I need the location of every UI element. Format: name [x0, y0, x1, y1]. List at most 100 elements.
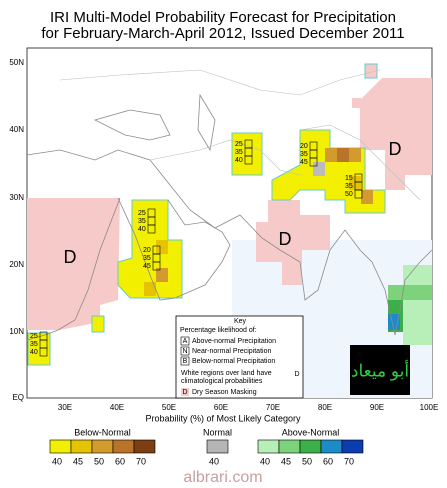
- above-normal: [388, 285, 432, 300]
- prob-label: 25: [30, 333, 38, 340]
- colorbar-swatch: [49, 439, 72, 454]
- dry-mask: [27, 198, 120, 330]
- prob-label: 35: [138, 218, 146, 225]
- colorbar-swatch: [320, 439, 343, 454]
- prob-label: 45: [143, 263, 151, 270]
- cell: [156, 268, 168, 282]
- prob-label: 15: [345, 175, 353, 182]
- key-letter: B: [183, 358, 188, 365]
- key-note: White regions over land have: [181, 370, 272, 377]
- logo-text: أبو ميعاد: [351, 359, 409, 381]
- lon-label: 90E: [370, 403, 384, 412]
- key-box: [175, 315, 304, 399]
- coastline: [26, 197, 231, 341]
- key-letter-box: [180, 346, 190, 356]
- lat-label: 20N: [9, 260, 24, 269]
- lat-label: 40N: [9, 125, 24, 134]
- colorbar-swatch: [341, 439, 364, 454]
- key-letter: N: [182, 348, 187, 355]
- key-item: Below-normal Precipitation: [192, 358, 275, 365]
- lon-label: 80E: [318, 403, 332, 412]
- cell: [349, 148, 361, 162]
- colorbar-tick: 60: [115, 456, 125, 466]
- colorbar-swatch: [70, 439, 93, 454]
- key-dry-letter: D: [182, 389, 187, 396]
- colorbar-swatch: [133, 439, 156, 454]
- above-normal: [388, 314, 400, 330]
- colorbar-swatch: [112, 439, 135, 454]
- lon-label: 70E: [266, 403, 280, 412]
- colorbar-tick: 50: [302, 456, 312, 466]
- key-item: Near-normal Precipitation: [192, 348, 271, 355]
- coastline: [93, 93, 216, 152]
- prob-label: 50: [345, 191, 353, 198]
- cell: [361, 190, 373, 204]
- prob-label: 40: [138, 226, 146, 233]
- prob-label: 40: [235, 157, 243, 164]
- lat-label: EQ: [12, 393, 24, 402]
- prob-label: 20: [143, 247, 151, 254]
- prob-label: 25: [235, 141, 243, 148]
- cell: [156, 240, 168, 254]
- coastline: [26, 149, 433, 336]
- colorbar-tick: 70: [344, 456, 354, 466]
- key-letter: A: [183, 338, 188, 345]
- lat-label: 10N: [9, 327, 24, 336]
- key-note: climatological probabilities: [181, 378, 263, 385]
- colorbar-group: Below-Normal: [74, 427, 131, 437]
- lon-label: 100E: [420, 403, 439, 412]
- prob-label: 35: [235, 149, 243, 156]
- dry-mask: [360, 78, 432, 190]
- prob-label: 40: [30, 349, 38, 356]
- above-normal: [403, 300, 432, 345]
- lat-label: 30N: [9, 193, 24, 202]
- lon-label: 40E: [110, 403, 124, 412]
- prob-label: 45: [300, 159, 308, 166]
- colorbar-tick: 60: [323, 456, 333, 466]
- prob-cell: [152, 261, 161, 271]
- below-normal: [91, 315, 105, 333]
- prob-label: 35: [30, 341, 38, 348]
- prob-label: 35: [300, 151, 308, 158]
- dry-label: D: [389, 139, 402, 159]
- below-normal: [27, 332, 51, 366]
- dry-label: D: [279, 229, 292, 249]
- key-dry-text: Dry Season Masking: [192, 389, 257, 396]
- colorbar-tick: 50: [94, 456, 104, 466]
- title: for February-March-April 2012, Issued De…: [41, 25, 404, 42]
- colorbar-group: Above-Normal: [282, 427, 340, 437]
- prob-label: 35: [143, 255, 151, 262]
- colorbar-swatch: [206, 439, 229, 454]
- prob-label: 20: [300, 143, 308, 150]
- above-normal: [403, 265, 432, 285]
- colorbar-tick: 40: [260, 456, 270, 466]
- below-normal: [231, 132, 263, 176]
- dry-label: D: [294, 371, 299, 378]
- key-item: Above-normal Precipitation: [192, 338, 276, 345]
- colorbar-swatch: [278, 439, 301, 454]
- colorbar-tick: 45: [73, 456, 83, 466]
- colorbar-swatch: [257, 439, 280, 454]
- colorbar-group: Normal: [203, 427, 232, 437]
- lon-label: 30E: [58, 403, 72, 412]
- watermark: albrari.com: [183, 469, 262, 486]
- cell: [337, 148, 349, 162]
- colorbar-swatch: [91, 439, 114, 454]
- colorbar-tick: 40: [52, 456, 62, 466]
- colorbar-tick: 40: [209, 456, 219, 466]
- lat-label: 50N: [9, 58, 24, 67]
- logo-box: [350, 345, 410, 395]
- colorbar-swatch: [299, 439, 322, 454]
- colorbar-tick: 45: [281, 456, 291, 466]
- key-dry-box: [181, 388, 189, 396]
- title: IRI Multi-Model Probability Forecast for…: [50, 9, 396, 26]
- prob-cell: [39, 347, 48, 357]
- cell: [144, 282, 156, 296]
- colorbar-title: Probability (%) of Most Likely Category: [145, 413, 301, 423]
- key-subtitle: Percentage likelihood of:: [180, 327, 257, 334]
- dry-label: D: [64, 247, 77, 267]
- prob-cell: [244, 155, 253, 165]
- cell: [313, 162, 325, 176]
- cell: [325, 148, 337, 162]
